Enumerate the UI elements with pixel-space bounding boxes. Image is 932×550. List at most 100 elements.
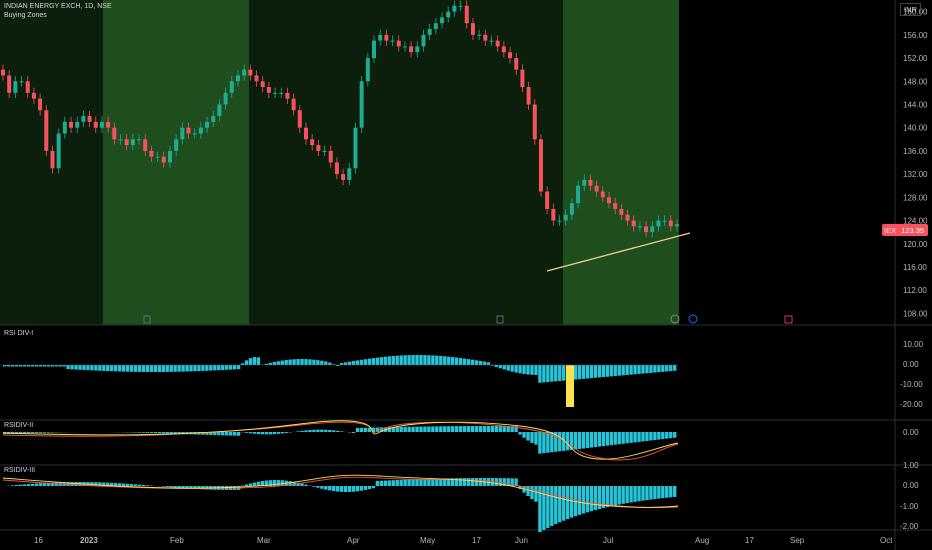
candle-body[interactable]	[273, 92, 278, 94]
candle-body[interactable]	[316, 145, 321, 151]
candle-body[interactable]	[56, 133, 61, 169]
rsi1-title[interactable]: RSI DIV-I	[4, 330, 34, 337]
candle-body[interactable]	[613, 203, 618, 209]
candle-body[interactable]	[322, 150, 327, 152]
candle-body[interactable]	[452, 5, 457, 12]
candle-body[interactable]	[13, 81, 18, 93]
candle-body[interactable]	[508, 52, 513, 59]
split-marker-icon[interactable]	[784, 315, 793, 324]
candle-body[interactable]	[440, 17, 445, 24]
candle-body[interactable]	[396, 40, 401, 47]
candle-body[interactable]	[675, 224, 679, 227]
candle-body[interactable]	[310, 139, 315, 146]
candle-body[interactable]	[483, 34, 488, 41]
candle-body[interactable]	[477, 34, 482, 36]
candle-body[interactable]	[470, 23, 475, 35]
candle-body[interactable]	[19, 81, 24, 83]
divergence-highlight[interactable]	[566, 365, 574, 407]
candle-body[interactable]	[415, 46, 420, 53]
candle-body[interactable]	[545, 191, 550, 209]
candle-body[interactable]	[62, 121, 67, 134]
candle-body[interactable]	[260, 81, 265, 88]
dividend-marker-icon[interactable]	[496, 315, 504, 324]
candle-body[interactable]	[600, 191, 605, 198]
candle-body[interactable]	[223, 92, 228, 105]
event-marker-icon[interactable]	[670, 314, 680, 324]
earnings-marker-icon[interactable]	[688, 314, 698, 324]
candle-body[interactable]	[458, 5, 463, 7]
candle-body[interactable]	[38, 98, 43, 111]
candle-body[interactable]	[180, 127, 185, 140]
candle-body[interactable]	[50, 150, 55, 169]
candle-body[interactable]	[668, 220, 673, 227]
candle-body[interactable]	[248, 69, 253, 76]
candle-body[interactable]	[662, 220, 667, 222]
candle-body[interactable]	[588, 179, 593, 186]
candle-body[interactable]	[409, 46, 414, 53]
candle-body[interactable]	[217, 104, 222, 117]
candle-body[interactable]	[532, 104, 537, 140]
candle-body[interactable]	[433, 23, 438, 30]
candle-body[interactable]	[81, 116, 86, 122]
candle-body[interactable]	[384, 34, 389, 41]
rsi3-title[interactable]: RSIDIV-III	[4, 467, 36, 474]
candle-body[interactable]	[69, 121, 74, 128]
candle-body[interactable]	[87, 116, 92, 122]
candle-body[interactable]	[526, 87, 531, 105]
candle-body[interactable]	[174, 139, 179, 151]
candle-body[interactable]	[427, 29, 432, 35]
candle-body[interactable]	[341, 174, 346, 180]
candle-body[interactable]	[489, 40, 494, 42]
candle-body[interactable]	[303, 127, 308, 140]
support-trendline[interactable]	[546, 232, 691, 272]
candle-body[interactable]	[619, 208, 624, 215]
candle-body[interactable]	[563, 214, 568, 221]
candle-body[interactable]	[359, 81, 364, 128]
candle-body[interactable]	[495, 40, 500, 47]
candle-body[interactable]	[582, 179, 587, 186]
candle-body[interactable]	[155, 156, 160, 158]
candle-body[interactable]	[594, 185, 599, 192]
candle-body[interactable]	[421, 34, 426, 47]
candle-body[interactable]	[501, 46, 506, 53]
candle-body[interactable]	[650, 226, 655, 233]
candle-body[interactable]	[328, 150, 333, 163]
candle-body[interactable]	[631, 220, 636, 227]
candle-body[interactable]	[25, 81, 30, 93]
currency-label[interactable]: INR	[900, 3, 921, 16]
candle-body[interactable]	[198, 127, 203, 134]
candle-body[interactable]	[266, 87, 271, 93]
candle-body[interactable]	[211, 116, 216, 122]
candle-body[interactable]	[446, 11, 451, 18]
candle-body[interactable]	[75, 121, 80, 128]
candle-body[interactable]	[112, 127, 117, 140]
candle-body[interactable]	[143, 139, 148, 151]
candle-body[interactable]	[464, 5, 469, 24]
candle-body[interactable]	[99, 121, 104, 128]
candle-body[interactable]	[637, 226, 642, 228]
candle-body[interactable]	[372, 40, 377, 59]
candle-body[interactable]	[229, 81, 234, 93]
candle-body[interactable]	[130, 139, 135, 146]
candle-body[interactable]	[242, 69, 247, 76]
symbol-title[interactable]: INDIAN ENERGY EXCH, 1D, NSE	[4, 3, 112, 10]
candle-body[interactable]	[279, 92, 284, 94]
candle-body[interactable]	[44, 110, 49, 151]
candle-body[interactable]	[520, 69, 525, 88]
candle-body[interactable]	[576, 185, 581, 204]
candle-body[interactable]	[7, 75, 12, 93]
candle-body[interactable]	[186, 127, 191, 134]
candle-body[interactable]	[656, 220, 661, 227]
candle-body[interactable]	[334, 162, 339, 175]
candle-body[interactable]	[161, 156, 166, 163]
candle-body[interactable]	[625, 214, 630, 221]
candle-body[interactable]	[106, 121, 111, 128]
candle-body[interactable]	[347, 168, 352, 180]
candle-body[interactable]	[31, 92, 36, 99]
candle-body[interactable]	[569, 203, 574, 215]
candle-body[interactable]	[538, 139, 543, 192]
candle-body[interactable]	[167, 150, 172, 163]
candle-body[interactable]	[390, 40, 395, 42]
candle-body[interactable]	[118, 139, 123, 141]
